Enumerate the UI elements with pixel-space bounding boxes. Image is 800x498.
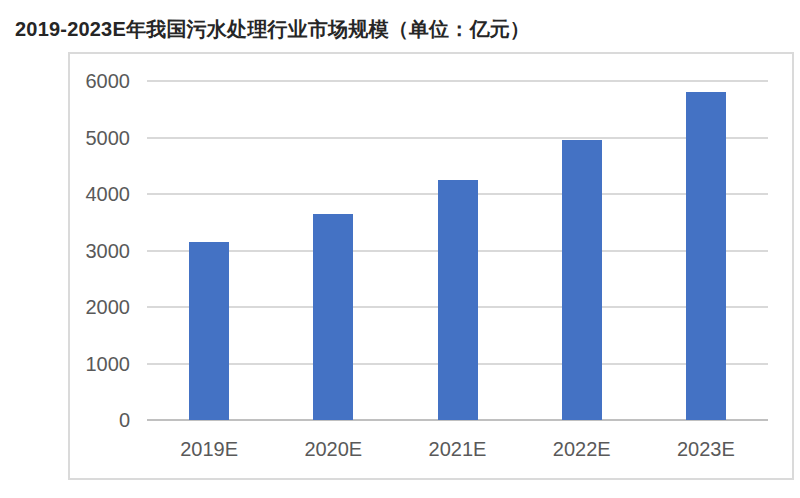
bar-2023E (686, 92, 726, 420)
gridline-6000 (147, 80, 768, 82)
y-tick-label-2000: 2000 (74, 297, 130, 317)
plot-area (147, 81, 768, 420)
x-tick-label-2020E: 2020E (304, 438, 362, 460)
y-tick-label-1000: 1000 (74, 354, 130, 374)
x-tick-label-2022E: 2022E (553, 438, 611, 460)
y-tick-label-4000: 4000 (74, 184, 130, 204)
x-tick-label-2019E: 2019E (180, 438, 238, 460)
chart-title: 2019-2023E年我国污水处理行业市场规模（单位：亿元） (15, 16, 530, 43)
x-axis-tick-labels: 2019E 2020E 2021E 2022E 2023E (147, 438, 768, 460)
bar-2020E (313, 214, 353, 420)
x-tick-label-2023E: 2023E (677, 438, 735, 460)
bar-2019E (189, 242, 229, 420)
chart-page: 2019-2023E年我国污水处理行业市场规模（单位：亿元） 0 1000 2000… (0, 0, 800, 498)
gridline-5000 (147, 137, 768, 139)
x-tick-label-2021E: 2021E (429, 438, 487, 460)
y-tick-label-3000: 3000 (74, 241, 130, 261)
bar-2022E (562, 140, 602, 420)
y-tick-label-0: 0 (74, 410, 130, 430)
y-axis-tick-labels: 0100020003000400050006000 (74, 81, 130, 420)
y-tick-label-5000: 5000 (74, 128, 130, 148)
bar-2021E (438, 180, 478, 420)
y-tick-label-6000: 6000 (74, 71, 130, 91)
chart-frame: 0 1000 2000 3000 4000 5000 6000 2019E 2020E 2021… (68, 52, 794, 480)
